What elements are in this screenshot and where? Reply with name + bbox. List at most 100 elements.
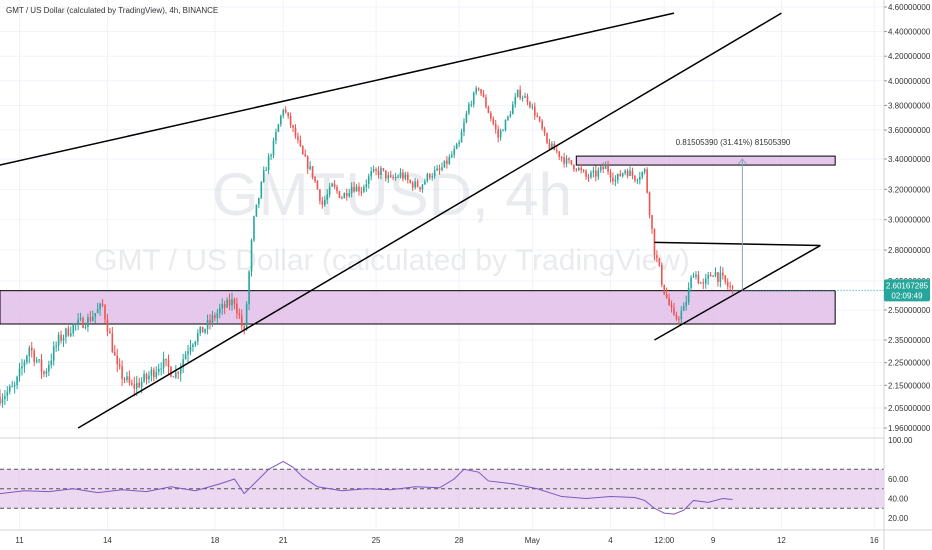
candle-body	[72, 324, 75, 334]
rsi-tick-label: 100.00	[888, 436, 913, 445]
candle-body	[565, 158, 568, 164]
candle-body	[428, 174, 431, 178]
price-tick-label: 3.60000000	[888, 126, 931, 135]
price-tick-label: 1.96000000	[888, 424, 931, 433]
candle-body	[472, 92, 475, 105]
candle-body	[113, 352, 116, 356]
candle-body	[714, 272, 717, 276]
candle-body	[353, 187, 355, 192]
candle-body	[338, 191, 341, 198]
candle-body	[492, 118, 495, 124]
candle-body	[592, 170, 595, 173]
candle-body	[450, 155, 453, 158]
candle-body	[389, 175, 392, 177]
candle-body	[577, 167, 580, 171]
candle-body	[240, 315, 243, 327]
candle-body	[531, 106, 534, 108]
candle-body	[8, 386, 11, 392]
candle-body	[402, 172, 404, 179]
candle-body	[331, 183, 333, 187]
time-tick-label: 16	[870, 536, 879, 545]
candles	[0, 85, 884, 408]
candle-body	[477, 88, 480, 90]
price-tick-label: 2.35000000	[888, 336, 931, 345]
candle-body	[641, 172, 644, 178]
candle-body	[685, 302, 687, 306]
candle-body	[653, 228, 656, 256]
candle-body	[167, 360, 170, 367]
candle-body	[258, 197, 260, 205]
candle-body	[463, 122, 465, 132]
candle-body	[265, 170, 267, 172]
candle-body	[367, 176, 370, 184]
candle-body	[223, 303, 226, 308]
candle-body	[157, 368, 160, 372]
candle-body	[375, 169, 377, 171]
candle-body	[480, 89, 482, 94]
price-tick-label: 3.40000000	[888, 155, 931, 164]
candle-body	[45, 371, 48, 374]
candle-body	[541, 120, 543, 129]
candle-body	[148, 375, 150, 380]
candle-body	[514, 96, 517, 105]
candle-body	[526, 96, 529, 103]
candle-body	[111, 333, 114, 353]
candle-body	[433, 170, 436, 177]
candle-body	[35, 360, 38, 362]
candle-body	[99, 303, 101, 310]
candle-body	[94, 313, 97, 317]
candle-body	[355, 186, 358, 192]
candle-body	[216, 313, 219, 318]
candle-body	[218, 308, 221, 314]
rsi-line	[0, 460, 733, 515]
rsi-tick-label: 60.00	[888, 475, 909, 484]
candle-body	[538, 116, 541, 121]
candle-body	[13, 385, 16, 387]
price-tick-label: 4.20000000	[888, 52, 931, 61]
candle-body	[197, 333, 199, 342]
candle-body	[50, 360, 53, 365]
candle-body	[587, 176, 590, 178]
candle-body	[323, 199, 326, 205]
candle-body	[704, 278, 707, 284]
candle-body	[52, 346, 55, 361]
time-tick-label: 18	[210, 536, 219, 545]
candle-body	[414, 181, 416, 188]
candle-body	[165, 358, 167, 361]
candle-body	[575, 169, 578, 171]
time-tick-label: May	[525, 536, 540, 545]
candle-body	[533, 106, 536, 116]
trendline	[654, 244, 821, 341]
grid	[0, 0, 884, 530]
candle-body	[516, 89, 519, 97]
time-tick-label: 9	[711, 536, 716, 545]
candle-body	[436, 168, 438, 171]
candle-body	[643, 169, 646, 173]
candle-body	[101, 303, 104, 306]
candle-body	[702, 282, 705, 284]
candle-body	[717, 272, 719, 282]
candle-body	[690, 277, 692, 288]
candle-body	[16, 376, 18, 386]
candle-body	[421, 184, 424, 190]
candle-body	[507, 116, 509, 120]
candle-body	[446, 160, 448, 164]
candle-body	[673, 307, 675, 315]
price-tick-label: 4.60000000	[888, 3, 931, 12]
candle-body	[23, 362, 26, 367]
time-tick-label: 12	[777, 536, 786, 545]
candle-body	[536, 115, 539, 117]
candle-body	[656, 255, 658, 259]
candle-body	[179, 366, 182, 374]
watermark-description: GMT / US Dollar (calculated by TradingVi…	[94, 244, 690, 277]
chart-title: GMT / US Dollar (calculated by TradingVi…	[6, 6, 218, 15]
candle-body	[604, 164, 607, 170]
candle-body	[150, 369, 153, 376]
candle-body	[145, 373, 148, 380]
candle-body	[287, 112, 289, 116]
candle-body	[38, 359, 40, 361]
candle-body	[726, 282, 729, 287]
time-tick-label: 28	[455, 536, 464, 545]
candle-body	[153, 369, 155, 378]
